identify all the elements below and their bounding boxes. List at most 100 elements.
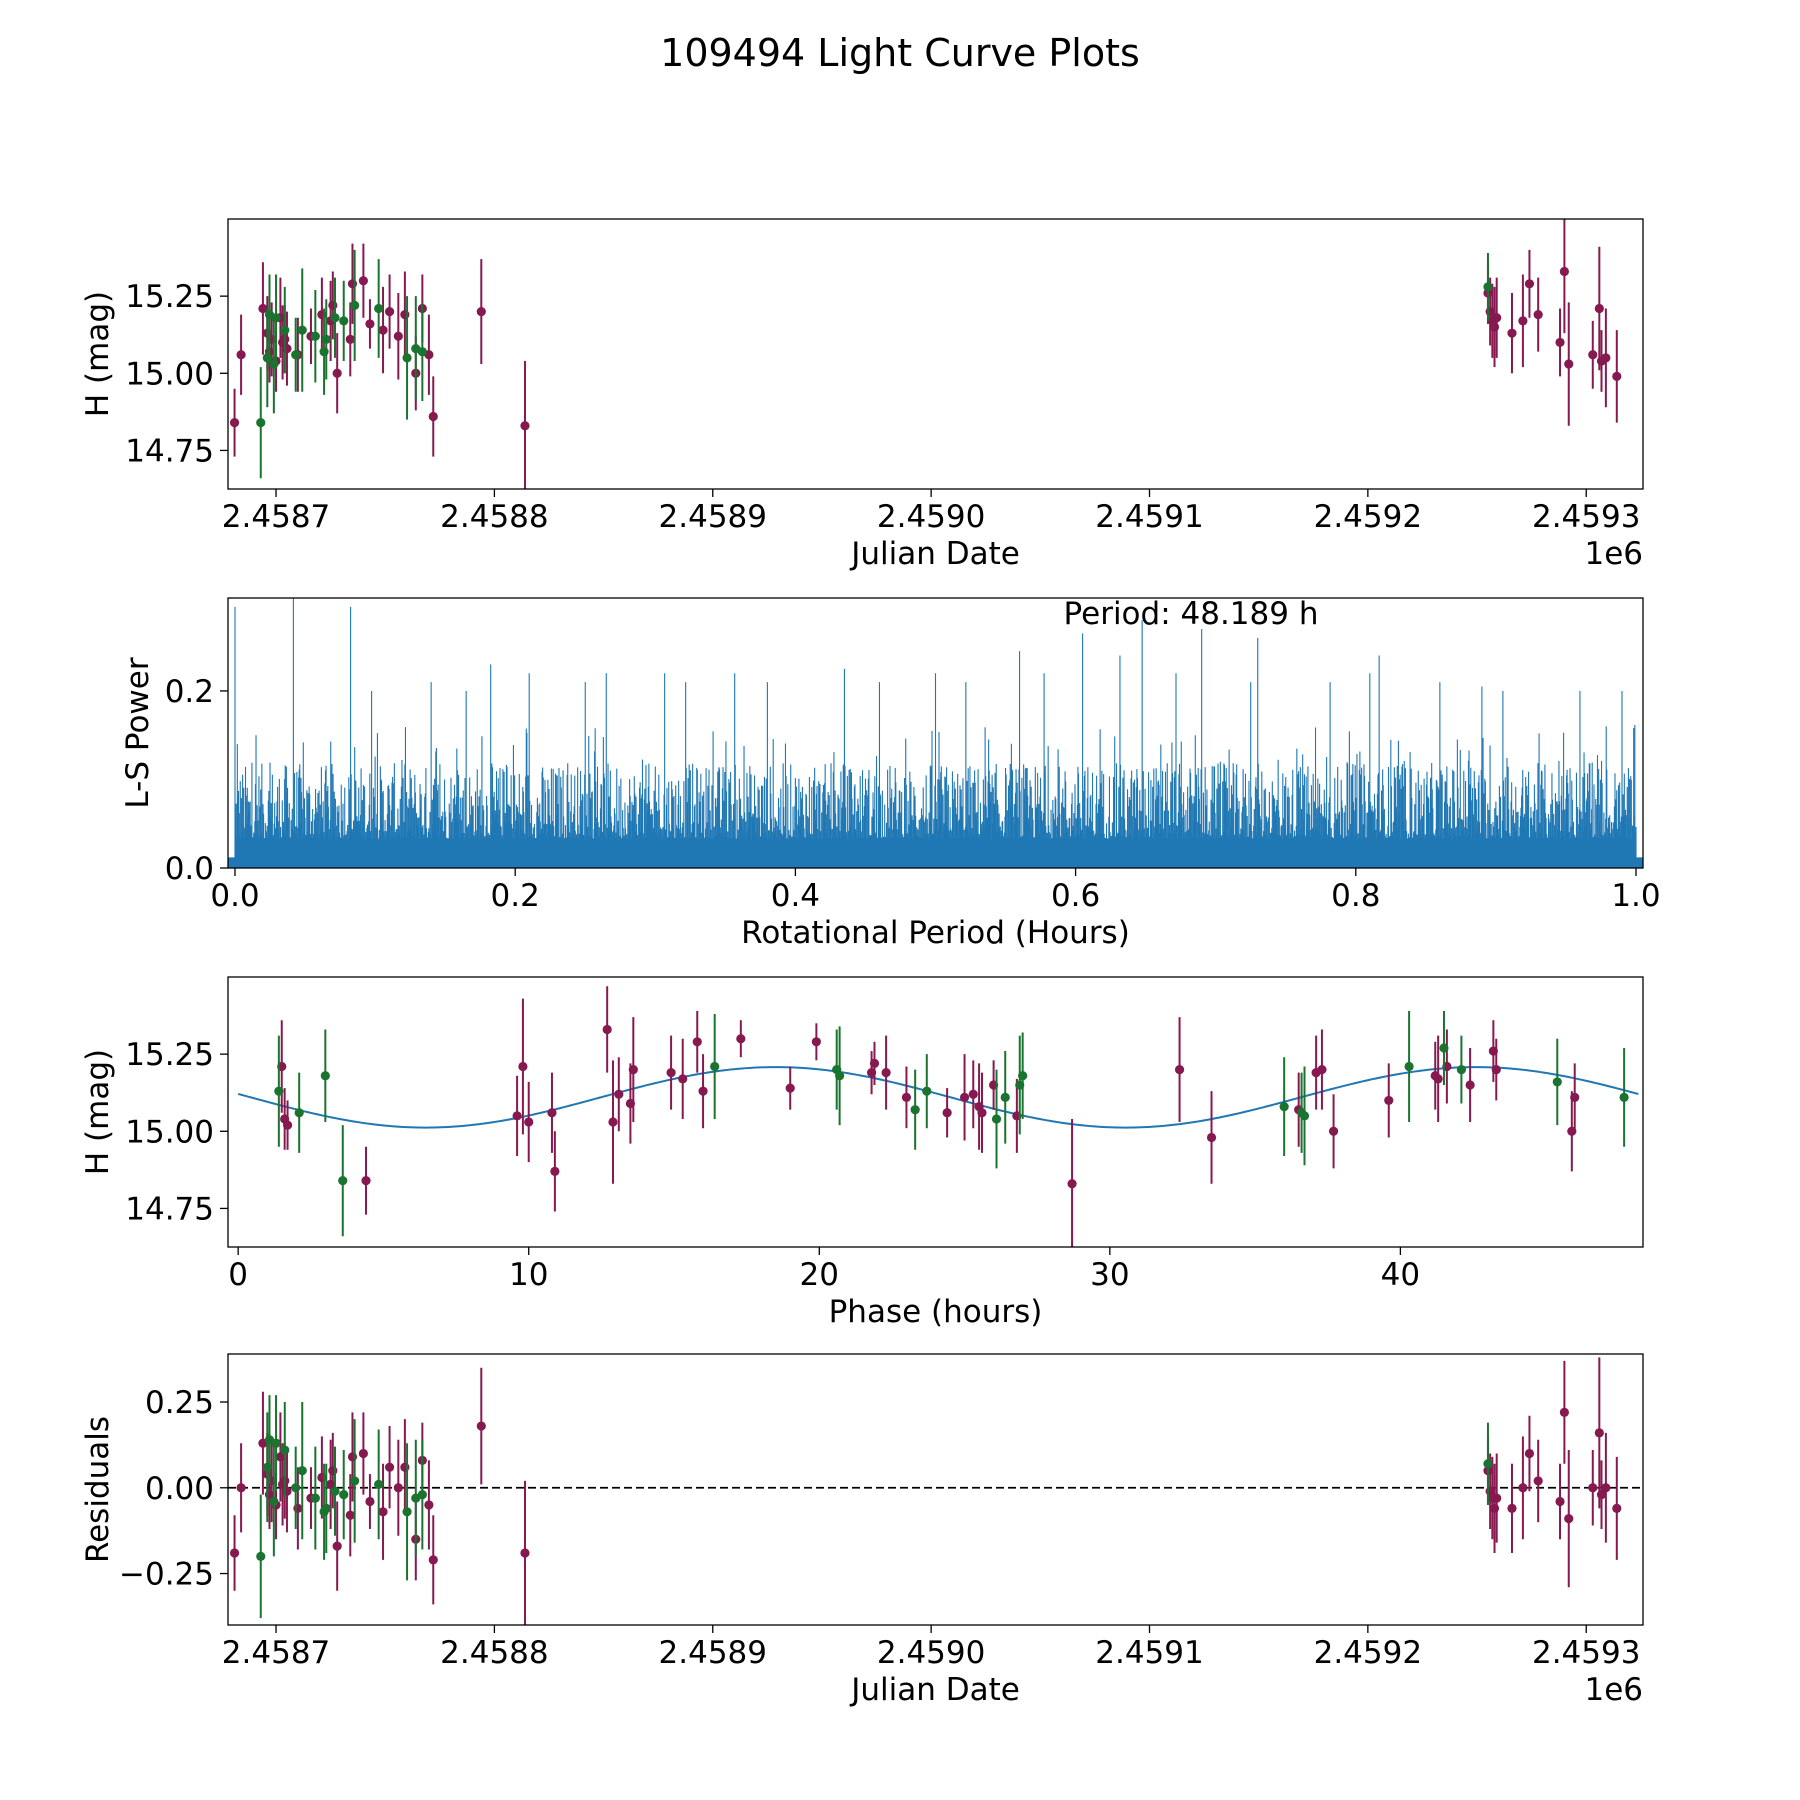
data-point xyxy=(1524,1448,1535,1459)
x-axis-label: Rotational Period (Hours) xyxy=(741,915,1130,951)
panels: 2.4587 2.4588 2.4589 2.4590 2.4591 2.4592 2.45… xyxy=(80,218,1661,1708)
data-point xyxy=(320,1071,330,1081)
x-tick-label: 2.4593 xyxy=(1532,1635,1640,1671)
data-point xyxy=(400,1462,410,1472)
x-tick-label: 30 xyxy=(1090,1257,1129,1293)
x-tick-label: 40 xyxy=(1381,1257,1420,1293)
data-point xyxy=(291,350,301,360)
data-point xyxy=(291,1483,301,1493)
data-point xyxy=(881,1068,891,1078)
data-point xyxy=(282,1120,293,1130)
data-point xyxy=(1433,1074,1443,1084)
data-point xyxy=(1018,1071,1028,1081)
x-tick-label: 2.4588 xyxy=(440,499,548,535)
data-point xyxy=(297,1466,307,1476)
x-axis-label: Phase (hours) xyxy=(829,1294,1043,1330)
x-tick-label: 0 xyxy=(228,1257,248,1293)
x-tick-label: 2.4591 xyxy=(1095,499,1203,535)
data-point xyxy=(968,1089,978,1099)
data-point xyxy=(1594,303,1604,314)
data-point xyxy=(365,319,375,329)
x-tick-label: 1.0 xyxy=(1611,878,1660,914)
data-point xyxy=(374,303,384,314)
y-tick-label: 14.75 xyxy=(125,433,214,469)
period-annotation: Period: 48.189 h xyxy=(1064,596,1319,632)
data-point xyxy=(358,1448,368,1459)
x-axis-label: Julian Date xyxy=(849,1672,1020,1708)
data-point xyxy=(321,1503,331,1513)
axes-frame xyxy=(227,597,1644,869)
data-point xyxy=(1596,1490,1607,1500)
data-point xyxy=(666,1068,676,1078)
data-point xyxy=(393,1483,403,1493)
x-tick-label: 2.4590 xyxy=(877,1635,985,1671)
data-point xyxy=(1206,1132,1217,1143)
data-point xyxy=(317,310,327,320)
data-point xyxy=(269,359,279,369)
data-point xyxy=(236,1483,246,1493)
data-point xyxy=(1518,1483,1528,1493)
data-point xyxy=(1174,1064,1185,1075)
data-point xyxy=(417,347,427,357)
data-point xyxy=(1492,313,1502,323)
data-point xyxy=(347,279,358,289)
data-point xyxy=(310,1493,320,1503)
y-tick-label: −0.25 xyxy=(119,1557,214,1593)
y-axis-label: L-S Power xyxy=(120,657,156,808)
data-point xyxy=(319,347,329,357)
y-tick-label: 0.0 xyxy=(165,851,214,887)
y-axis-label: Residuals xyxy=(80,1416,116,1563)
x-tick-label: 2.4587 xyxy=(222,499,330,535)
data-point xyxy=(1483,1459,1493,1469)
x-tick-label: 20 xyxy=(800,1257,839,1293)
data-point xyxy=(1570,1092,1580,1102)
periodogram-floor xyxy=(228,857,1643,868)
data-point xyxy=(339,316,349,326)
data-point xyxy=(1533,1476,1543,1486)
data-point xyxy=(692,1037,702,1047)
chart-panel-2: 0.0 0.2 0.4 0.6 0.8 1.0 0.0 0.2 Rotational Perio… xyxy=(120,596,1661,951)
data-point xyxy=(869,1058,880,1068)
data-point xyxy=(476,306,486,317)
data-point xyxy=(280,1445,290,1455)
data-point xyxy=(1588,1483,1598,1493)
plot-area xyxy=(228,1357,1643,1625)
data-point xyxy=(608,1117,618,1127)
data-point xyxy=(330,313,340,323)
data-point xyxy=(1588,350,1598,360)
data-point xyxy=(1456,1064,1467,1075)
data-point xyxy=(271,1438,281,1448)
x-tick-label: 2.4592 xyxy=(1314,1635,1422,1671)
data-point xyxy=(1317,1064,1327,1075)
data-point xyxy=(428,411,438,422)
data-point xyxy=(330,1486,340,1496)
data-point xyxy=(297,325,307,335)
data-point xyxy=(1564,359,1574,369)
data-point xyxy=(547,1108,557,1118)
data-point xyxy=(328,300,338,310)
data-point xyxy=(901,1092,912,1102)
data-point xyxy=(1067,1179,1077,1189)
data-point xyxy=(339,1490,349,1500)
data-point xyxy=(350,300,360,310)
data-point xyxy=(1594,1428,1604,1438)
data-point xyxy=(1507,328,1517,338)
data-point xyxy=(347,1452,358,1462)
x-tick-label: 0.2 xyxy=(491,878,540,914)
y-tick-label: 15.00 xyxy=(125,1114,214,1150)
y-tick-label: 0.2 xyxy=(165,674,214,710)
data-point xyxy=(1279,1102,1289,1112)
axes-frame xyxy=(227,218,1644,490)
data-point xyxy=(280,325,290,335)
data-point xyxy=(512,1111,522,1121)
data-point xyxy=(922,1086,932,1096)
chart-panel-4: 2.4587 2.4588 2.4589 2.4590 2.4591 2.4592 2.45… xyxy=(80,1353,1644,1708)
data-point xyxy=(358,276,368,286)
data-point xyxy=(698,1086,708,1096)
model-curve xyxy=(237,1066,1639,1129)
data-point xyxy=(229,418,240,428)
data-point xyxy=(811,1037,821,1047)
data-point xyxy=(262,1462,272,1472)
data-point xyxy=(1524,279,1535,289)
data-point xyxy=(271,313,281,323)
